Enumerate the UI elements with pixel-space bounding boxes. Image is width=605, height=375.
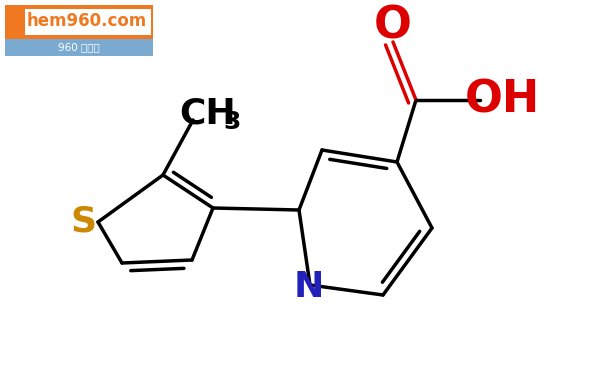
Text: S: S xyxy=(70,205,96,239)
Bar xyxy=(5,5,153,39)
Bar xyxy=(5,39,153,56)
Bar xyxy=(25,9,151,35)
Text: hem960.com: hem960.com xyxy=(27,12,147,30)
Text: N: N xyxy=(294,270,324,304)
Text: CH: CH xyxy=(180,97,237,131)
Text: 3: 3 xyxy=(223,110,241,134)
Text: O: O xyxy=(374,4,412,48)
Text: 960 化工网: 960 化工网 xyxy=(58,42,100,52)
Text: OH: OH xyxy=(465,78,540,122)
